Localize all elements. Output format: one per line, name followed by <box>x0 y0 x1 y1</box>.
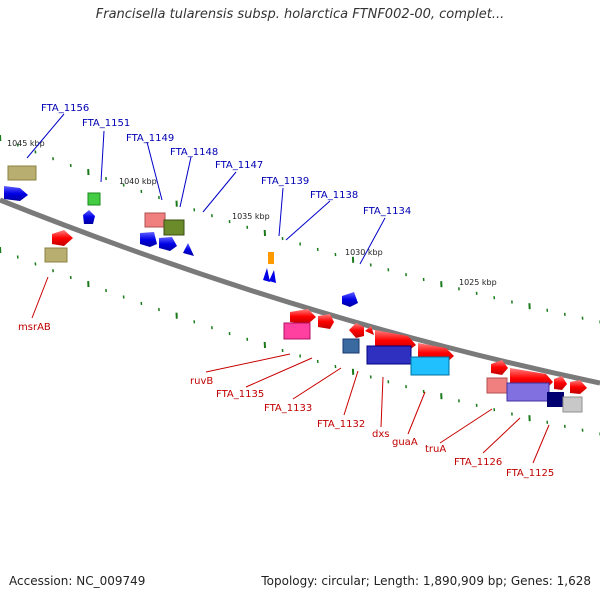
gene-label-fta-1132: FTA_1132 <box>317 419 365 430</box>
gene-block <box>486 377 508 394</box>
gene-block <box>562 396 583 413</box>
gene-label-fta-1135: FTA_1135 <box>216 389 264 400</box>
scale-ticks <box>0 134 600 436</box>
gene-arrow <box>140 232 157 247</box>
gene-arrow <box>318 314 334 329</box>
scale-label-1025: 1025 kbp <box>459 278 497 287</box>
gene-block <box>342 338 360 354</box>
lower-feature-track <box>44 230 587 413</box>
gene-block <box>87 192 101 206</box>
gene-block <box>44 247 68 263</box>
gene-arrow <box>4 186 28 201</box>
gene-arrow <box>52 230 73 246</box>
gene-arrow <box>570 380 587 394</box>
gene-arrow <box>183 243 194 256</box>
upper-gene-labels: FTA_1156 FTA_1151 FTA_1149 FTA_1148 FTA_… <box>26 103 411 265</box>
gene-label-ruvb: ruvB <box>190 376 213 387</box>
gene-label-msrab: msrAB <box>18 322 51 333</box>
scale-label-1030: 1030 kbp <box>345 248 383 257</box>
gene-block <box>7 165 37 181</box>
gene-block <box>547 392 564 407</box>
genome-backbone <box>0 197 600 386</box>
gene-label-trua: truA <box>425 444 446 455</box>
gene-arrow <box>290 309 316 324</box>
gene-label-fta-1125: FTA_1125 <box>506 468 554 479</box>
scale-label-1035: 1035 kbp <box>232 212 270 221</box>
gene-block <box>410 356 450 376</box>
gene-arrow <box>349 323 364 338</box>
gene-label-dxs: dxs <box>372 429 389 440</box>
scale-label-1040: 1040 kbp <box>119 177 157 186</box>
gene-block <box>506 382 550 402</box>
gene-block <box>163 219 185 236</box>
gene-label-fta-1139: FTA_1139 <box>261 176 309 187</box>
gene-label-fta-1126: FTA_1126 <box>454 457 502 468</box>
gene-label-fta-1156: FTA_1156 <box>41 103 89 114</box>
gene-arrow <box>159 237 177 251</box>
gene-label-fta-1147: FTA_1147 <box>215 160 263 171</box>
gene-arrow <box>269 270 276 283</box>
gene-arrow <box>365 326 374 335</box>
gene-block <box>268 252 274 264</box>
gene-label-fta-1138: FTA_1138 <box>310 190 358 201</box>
gene-arrow <box>263 268 270 282</box>
map-title: Francisella tularensis subsp. holarctica… <box>95 7 505 22</box>
gene-arrow <box>491 360 508 375</box>
upper-feature-track <box>4 165 358 307</box>
gene-block <box>283 322 311 340</box>
gene-label-fta-1148: FTA_1148 <box>170 147 218 158</box>
gene-arrow <box>83 210 95 224</box>
scale-label-1045: 1045 kbp <box>7 139 45 148</box>
gene-label-guaa: guaA <box>392 437 418 448</box>
gene-arrow <box>554 376 567 390</box>
gene-label-fta-1134: FTA_1134 <box>363 206 411 217</box>
gene-block <box>144 212 166 228</box>
lower-gene-labels: msrAB ruvB FTA_1135 FTA_1133 FTA_1132 dx… <box>18 276 554 479</box>
gene-label-fta-1133: FTA_1133 <box>264 403 312 414</box>
topology-label: Topology: circular; Length: 1,890,909 bp… <box>261 574 591 588</box>
gene-label-fta-1151: FTA_1151 <box>82 118 130 129</box>
gene-arrow <box>342 292 358 307</box>
accession-label: Accession: NC_009749 <box>9 574 146 588</box>
gene-block <box>366 345 412 365</box>
gene-label-fta-1149: FTA_1149 <box>126 133 174 144</box>
